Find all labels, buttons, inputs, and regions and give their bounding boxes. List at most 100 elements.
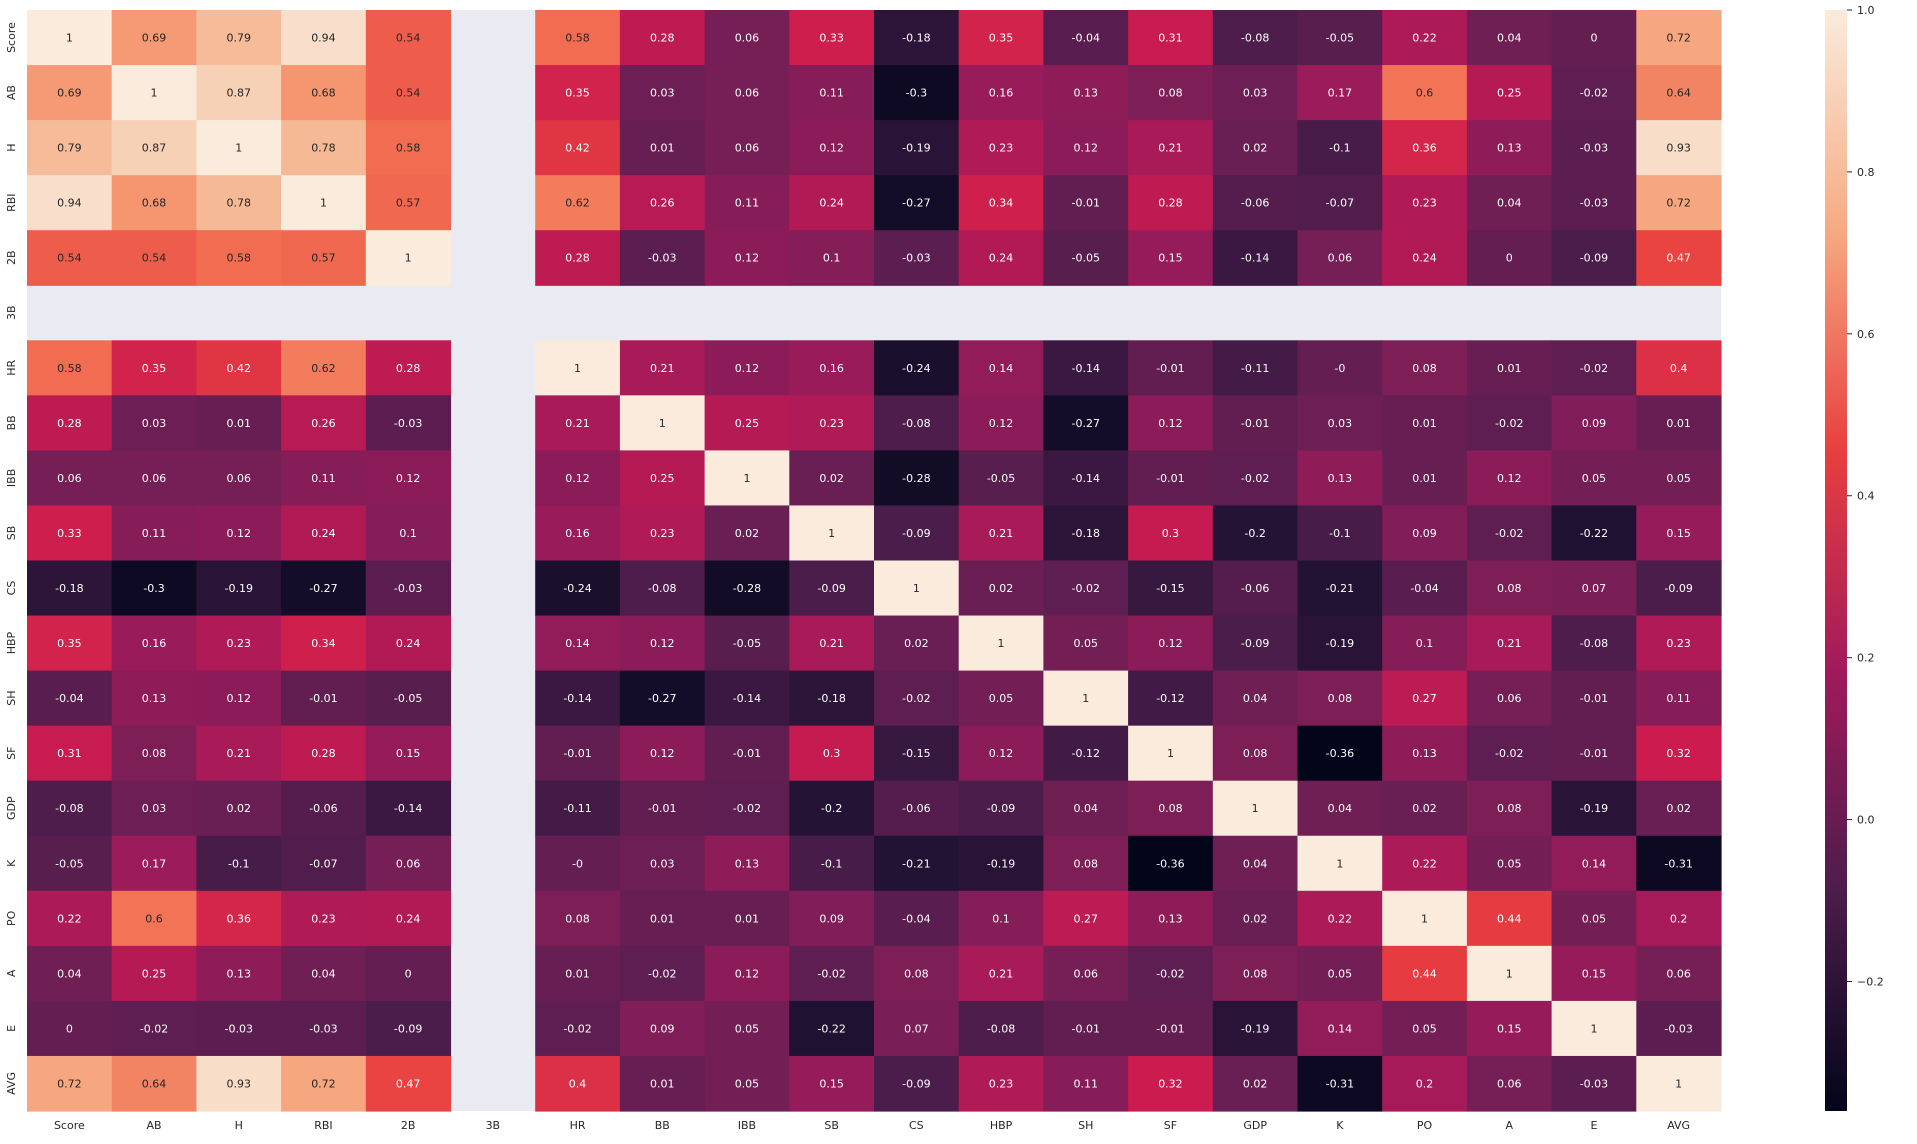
heatmap-cell-RBI-HBP [958,175,1044,231]
heatmap-cell-label-SF-HBP: 0.12 [989,747,1014,760]
heatmap-cell-label-E-AB: -0.02 [140,1022,168,1035]
heatmap-cell-GDP-E [1551,780,1637,837]
heatmap-cell-SB-H [196,505,282,562]
heatmap-cell-label-Score-RBI: 0.94 [311,32,336,45]
heatmap-cell-label-AVG-AVG: 1 [1675,1077,1682,1090]
heatmap-cell-IBB-HBP [958,450,1044,507]
heatmap-cell-label-E-BB: 0.09 [650,1022,675,1035]
y-tick-label-SF: SF [5,747,18,760]
heatmap-cell-A-BB [619,945,706,1002]
heatmap-cell-PO-H [196,890,282,947]
heatmap-cell-label-IBB-CS: -0.28 [902,472,930,485]
heatmap-cell-label-Score-CS: -0.18 [902,32,930,45]
heatmap-cell-label-PO-GDP: 0.02 [1243,912,1268,925]
heatmap-cell-label-AVG-CS: -0.09 [902,1077,930,1090]
heatmap-cell-label-PO-AVG: 0.2 [1670,912,1688,925]
heatmap-cell-H-H [196,120,282,176]
heatmap-cell-label-SB-H: 0.12 [227,527,252,540]
heatmap-cell-HR-HR [535,340,621,396]
heatmap-cell-GDP-AB [111,780,197,837]
heatmap-cell-label-Score-SH: -0.04 [1072,32,1100,45]
heatmap-cell-RBI-GDP [1212,175,1299,231]
heatmap-cell-GDP-K [1297,780,1383,837]
heatmap-cell-label-E-K: 0.14 [1328,1022,1353,1035]
heatmap-cell-label-2B-BB: -0.03 [648,252,676,265]
heatmap-cell-Score-CS [874,10,960,66]
heatmap-cell-BB-IBB [704,395,790,451]
heatmap-cell-label-AVG-2B: 0.47 [396,1077,421,1090]
heatmap-cell-SH-2B [365,670,452,727]
heatmap-cell-label-SF-H: 0.21 [227,747,252,760]
heatmap-cell-SB-IBB [704,505,790,562]
heatmap-cell-GDP-H [196,780,282,837]
heatmap-cell-label-SH-H: 0.12 [227,692,252,705]
heatmap-cell-label-BB-H: 0.01 [227,417,252,430]
heatmap-cell-2B-A [1466,230,1553,286]
heatmap-cell-label-SF-RBI: 0.28 [311,747,336,760]
heatmap-cell-label-HBP-AB: 0.16 [142,637,167,650]
heatmap-cell-label-Score-SF: 0.31 [1158,32,1183,45]
heatmap-cell-Score-SF [1128,10,1214,66]
heatmap-cell-label-IBB-IBB: 1 [743,472,750,485]
heatmap-cell-label-IBB-PO: 0.01 [1412,472,1437,485]
heatmap-cell-label-GDP-AB: 0.03 [142,802,167,815]
heatmap-cell-label-Score-AVG: 0.72 [1666,32,1691,45]
y-tick-label-K: K [5,859,18,867]
x-tick-label-2B: 2B [401,1119,416,1132]
heatmap-cell-A-SH [1043,945,1129,1002]
heatmap-cell-H-A [1466,120,1553,176]
heatmap-cell-SF-Score [27,725,113,782]
heatmap-cell-CS-SB [789,560,875,617]
heatmap-cell-IBB-SH [1043,450,1129,507]
heatmap-cell-H-AB [111,120,197,176]
heatmap-cell-SF-AVG [1636,725,1722,782]
heatmap-cell-2B-SH [1043,230,1129,286]
heatmap-cell-SH-PO [1382,670,1468,727]
heatmap-cell-label-E-SF: -0.01 [1156,1022,1184,1035]
heatmap-cell-label-CS-Score: -0.18 [55,582,83,595]
heatmap-cell-label-BB-BB: 1 [659,417,666,430]
heatmap-cell-2B-SB [789,230,875,286]
heatmap-cell-HR-IBB [704,340,790,396]
heatmap-cell-E-2B [365,1000,452,1057]
heatmap-cell-label-CS-A: 0.08 [1497,582,1522,595]
heatmap-cell-label-GDP-K: 0.04 [1328,802,1353,815]
heatmap-cell-E-K [1297,1000,1383,1057]
heatmap-cell-label-GDP-BB: -0.01 [648,802,676,815]
heatmap-cell-label-A-SH: 0.06 [1074,967,1099,980]
heatmap-cell-label-K-CS: -0.21 [902,857,930,870]
heatmap-cell-label-H-SF: 0.21 [1158,142,1183,155]
heatmap-cell-label-SF-BB: 0.12 [650,747,675,760]
heatmap-cell-label-IBB-2B: 0.12 [396,472,421,485]
heatmap-cell-label-SF-SH: -0.12 [1072,747,1100,760]
heatmap-cell-IBB-Score [27,450,113,507]
heatmap-cell-K-RBI [281,835,367,892]
heatmap-cell-HR-2B [365,340,452,396]
heatmap-cell-label-AVG-HBP: 0.23 [989,1077,1014,1090]
heatmap-cell-label-A-IBB: 0.12 [735,967,760,980]
heatmap-cell-CS-AB [111,560,197,617]
heatmap-cell-label-SF-CS: -0.15 [902,747,930,760]
heatmap-cell-label-A-CS: 0.08 [904,967,929,980]
heatmap-cell-RBI-AVG [1636,175,1722,231]
heatmap-cell-label-BB-RBI: 0.26 [311,417,336,430]
heatmap-cells [27,10,1722,1112]
heatmap-cell-label-K-BB: 0.03 [650,857,675,870]
heatmap-cell-GDP-IBB [704,780,790,837]
heatmap-cell-label-HBP-AVG: 0.23 [1666,637,1691,650]
heatmap-cell-label-CS-HR: -0.24 [563,582,591,595]
heatmap-cell-label-AB-HR: 0.35 [565,87,590,100]
heatmap-cell-label-2B-K: 0.06 [1328,252,1353,265]
heatmap-cell-E-SB [789,1000,875,1057]
heatmap-cell-label-HR-AVG: 0.4 [1670,362,1688,375]
x-tick-label-K: K [1336,1119,1344,1132]
heatmap-cell-CS-HBP [958,560,1044,617]
heatmap-cell-HR-H [196,340,282,396]
heatmap-cell-label-CS-2B: -0.03 [394,582,422,595]
heatmap-cell-label-Score-BB: 0.28 [650,32,675,45]
heatmap-cell-AB-RBI [281,65,367,121]
heatmap-cell-label-E-A: 0.15 [1497,1022,1522,1035]
heatmap-cell-label-2B-2B: 1 [405,252,412,265]
heatmap-cell-CS-IBB [704,560,790,617]
heatmap-cell-label-AB-E: -0.02 [1580,87,1608,100]
